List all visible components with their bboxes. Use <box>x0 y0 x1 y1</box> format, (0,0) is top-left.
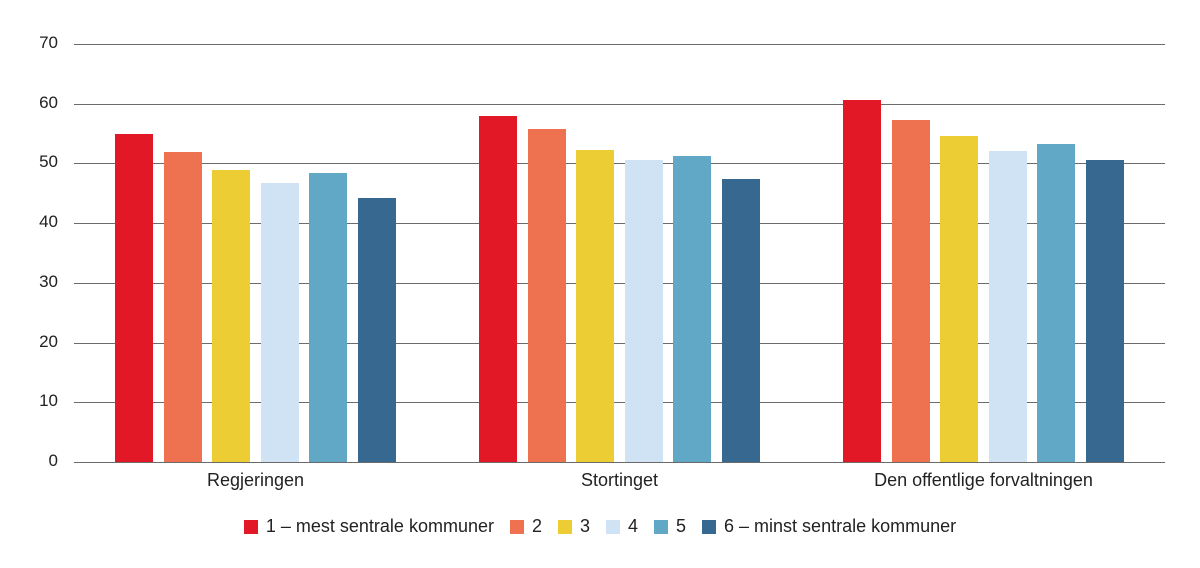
x-category-label: Stortinget <box>580 470 659 490</box>
y-tick-label: 50 <box>39 152 58 171</box>
gridline <box>74 44 1165 45</box>
bar <box>843 100 881 462</box>
legend-item: 6 – minst sentrale kommuner <box>702 516 956 537</box>
legend-item: 1 – mest sentrale kommuner <box>243 516 494 537</box>
bar <box>212 169 250 462</box>
bar <box>940 135 978 462</box>
legend-item: 5 <box>654 516 686 537</box>
legend-item: 3 <box>557 516 590 537</box>
bar <box>528 129 566 462</box>
y-tick-label: 10 <box>39 391 58 410</box>
legend-label: 4 <box>628 516 639 536</box>
legend-label: 3 <box>579 516 590 536</box>
y-tick-label: 70 <box>39 33 58 52</box>
x-category-label: Den offentlige forvaltningen <box>874 470 1093 490</box>
gridline <box>74 402 1165 403</box>
bar <box>1086 159 1124 462</box>
legend-label: 5 <box>676 516 687 536</box>
gridline <box>74 343 1165 344</box>
bar <box>115 134 153 462</box>
gridline <box>74 163 1165 164</box>
gridline <box>74 283 1165 284</box>
legend-swatch-icon <box>509 519 524 534</box>
legend-swatch-icon <box>557 519 572 534</box>
bar <box>309 172 347 462</box>
bar <box>673 156 711 462</box>
y-tick-label: 0 <box>48 451 58 470</box>
bar <box>722 178 760 462</box>
gridline <box>74 462 1165 463</box>
legend-label: 6 – minst sentrale kommuner <box>724 516 957 536</box>
bar <box>164 152 202 462</box>
legend-label: 1 – mest sentrale kommuner <box>265 516 494 536</box>
bar <box>576 149 614 462</box>
legend-swatch-icon <box>702 519 717 534</box>
y-tick-label: 30 <box>39 272 58 291</box>
bar <box>625 159 663 462</box>
legend-swatch-icon <box>606 519 620 534</box>
y-tick-label: 60 <box>39 93 58 112</box>
y-tick-label: 20 <box>39 332 58 351</box>
bar <box>261 183 299 462</box>
y-tick-label: 40 <box>39 212 58 231</box>
legend-label: 2 <box>531 516 542 536</box>
legend-item: 2 <box>509 516 542 537</box>
bar <box>479 115 517 462</box>
bar <box>358 198 396 462</box>
legend-item: 4 <box>606 516 638 537</box>
gridline <box>74 104 1165 105</box>
x-category-label: Regjeringen <box>206 470 305 490</box>
bar <box>1037 143 1075 462</box>
bar <box>892 120 930 462</box>
legend: 1 – mest sentrale kommuner 2 3 4 5 6 – minst … <box>0 516 1200 537</box>
legend-swatch-icon <box>243 519 258 534</box>
bar <box>989 151 1027 462</box>
gridline <box>74 223 1165 224</box>
legend-swatch-icon <box>654 519 669 534</box>
